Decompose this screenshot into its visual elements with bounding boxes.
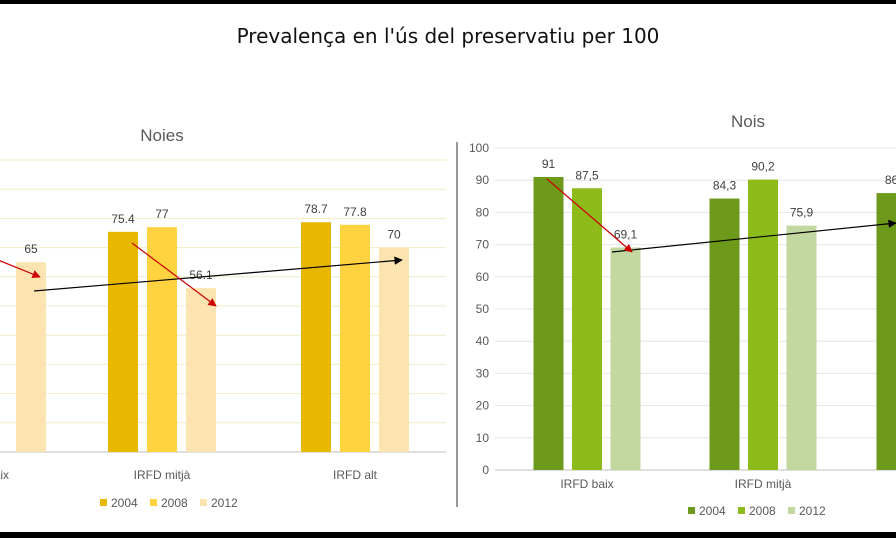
bar [610,247,641,470]
legend-swatch [738,507,745,514]
bar [379,247,409,452]
y-tick-label: 10 [476,431,490,445]
legend-entry: 2004 [111,496,138,510]
y-tick-label: 50 [476,302,490,316]
data-label: 56.1 [189,268,213,282]
category-label: IRFD mitjà [735,477,792,491]
y-tick-label: 40 [476,334,490,348]
screenshot-frame: Prevalença en l'ús del preservatiu per 1… [0,4,896,532]
bar [709,198,740,470]
decline-arrow [546,178,633,253]
category-label: IRFD baix [560,477,613,491]
decline-arrow [131,242,217,307]
bar [301,222,331,452]
legend-swatch [688,507,695,514]
bar [572,188,602,470]
category-label: IRFD alt [333,468,378,482]
trend-arrow [611,219,896,253]
data-label: 70 [387,228,401,242]
data-label: 87,5 [575,168,599,182]
bar [748,179,778,470]
bar [16,262,46,452]
data-label: 78.7 [304,202,328,216]
legend-swatch [788,507,795,514]
data-label: 69,1 [614,227,638,241]
y-tick-label: 60 [476,270,490,284]
page-title: Prevalença en l'ús del preservatiu per 1… [236,24,660,48]
y-tick-label: 30 [476,366,490,380]
data-label: 75,9 [790,206,814,220]
data-label: 65 [24,242,38,256]
category-label: IRFD mitjà [134,468,191,482]
y-tick-label: 80 [476,205,490,219]
bar [876,193,896,470]
chart-title: Nois [731,112,765,131]
bar [340,224,370,452]
y-tick-label: 0 [482,463,489,477]
chart-nois: 0 10 20 30 40 50 60 70 80 90 100 Nois 91 84,3 86 87,5 90… [456,112,896,518]
bar [533,176,564,471]
bar [186,288,216,452]
decline-arrow [0,260,41,279]
category-label: D baix [0,468,9,482]
data-label: 77 [155,207,169,221]
bar [786,225,817,470]
legend-swatch [200,499,207,506]
legend-entry: 2012 [799,504,826,518]
y-tick-label: 70 [476,238,490,252]
data-label: 90,2 [751,160,775,174]
trend-arrow [33,256,403,292]
legend-entry: 2012 [211,496,238,510]
y-tick-label: 20 [476,399,490,413]
legend-swatch [100,499,107,506]
y-tick-label: 90 [476,173,490,187]
bar [147,227,177,452]
legend-entry: 2008 [749,504,776,518]
data-label: 86 [885,173,896,187]
legend-swatch [150,499,157,506]
data-label: 84,3 [713,179,737,193]
data-label: 77.8 [343,205,367,219]
data-label: 91 [542,157,556,171]
y-tick-label: 100 [469,141,489,155]
bar [108,231,138,452]
legend-entry: 2008 [161,496,188,510]
chart-title: Noies [140,126,183,145]
legend-entry: 2004 [699,504,726,518]
data-label: 75.4 [111,212,135,226]
